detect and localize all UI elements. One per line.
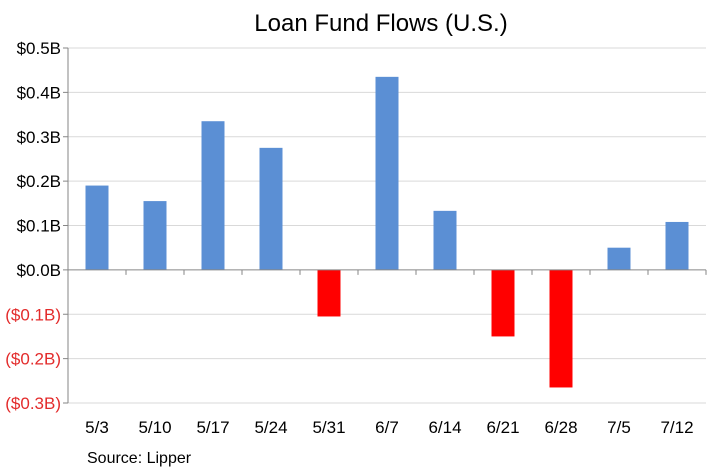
x-tick-label: 5/31 (312, 418, 345, 437)
bar (491, 269, 515, 337)
bar (375, 76, 399, 270)
y-tick-label: $0.3B (17, 128, 61, 147)
bar (665, 221, 689, 270)
x-tick-label: 7/12 (660, 418, 693, 437)
x-tick-label: 6/28 (544, 418, 577, 437)
bar (433, 210, 457, 270)
bar (143, 201, 167, 270)
bar (85, 185, 109, 270)
x-tick-labels: 5/3 5/10 5/17 5/24 5/31 6/7 6/14 6/21 6/28 7/5 7/1… (85, 418, 693, 437)
bar (317, 269, 341, 317)
y-tick-label: $0.1B (17, 217, 61, 236)
x-tick-label: 6/7 (375, 418, 399, 437)
y-tick-label: $0.5B (17, 39, 61, 58)
bars (85, 76, 689, 388)
chart-title: Loan Fund Flows (U.S.) (254, 10, 507, 37)
x-tick-label: 5/17 (196, 418, 229, 437)
bar (259, 147, 283, 270)
y-tick-label: $0.2B (17, 172, 61, 191)
y-tick-label: $0.4B (17, 83, 61, 102)
y-tick-labels: $0.5B $0.4B $0.3B $0.2B $0.1B $0.0B ($0.1B) ($0… (5, 39, 61, 413)
x-tick-label: 6/14 (428, 418, 461, 437)
x-tick-label: 6/21 (486, 418, 519, 437)
bar (549, 269, 573, 388)
bar (201, 121, 225, 270)
x-tick-label: 5/24 (254, 418, 287, 437)
axes (63, 47, 707, 404)
y-tick-label: ($0.3B) (5, 394, 61, 413)
y-tick-label: ($0.2B) (5, 350, 61, 369)
source-note: Source: Lipper (87, 450, 192, 467)
y-tick-label: $0.0B (17, 261, 61, 280)
x-tick-label: 5/10 (138, 418, 171, 437)
bar (607, 247, 631, 270)
x-tick-label: 5/3 (85, 418, 109, 437)
y-tick-label: ($0.1B) (5, 305, 61, 324)
x-tick-label: 7/5 (607, 418, 631, 437)
